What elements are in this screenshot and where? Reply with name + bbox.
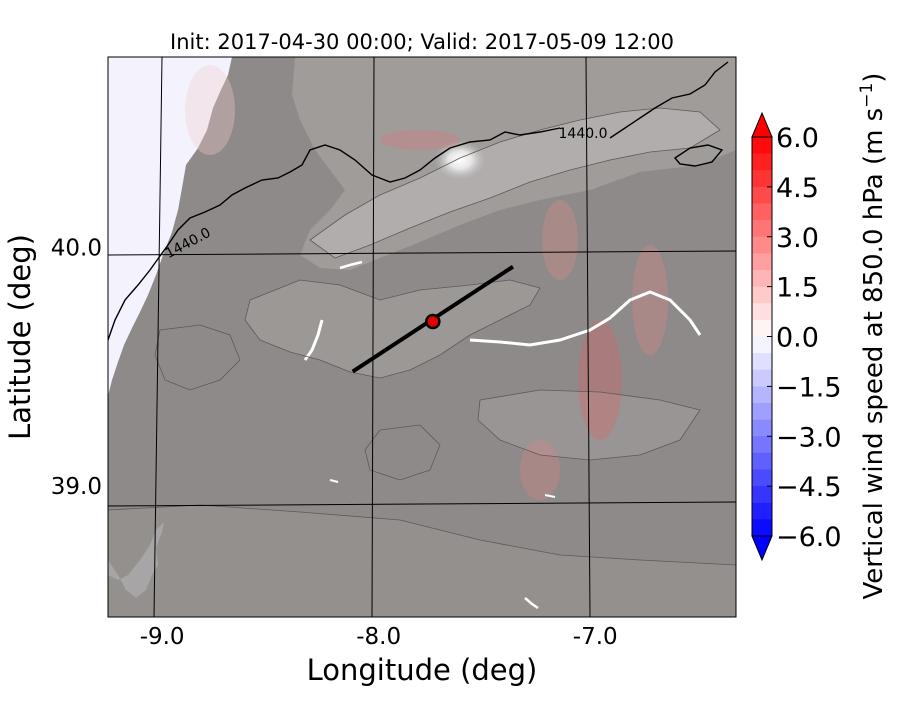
colorbar-extend-min [751, 535, 773, 562]
colorbar-tick-label: 4.5 [776, 173, 819, 204]
grid-line-lat-39 [108, 501, 736, 507]
y-tick-label: 40.0 [51, 236, 102, 262]
wind-patch [542, 200, 578, 280]
wind-patch [632, 245, 668, 355]
y-tick-label: 39.0 [51, 474, 102, 500]
colorbar-tick-label: −4.5 [776, 472, 842, 503]
grid-line-lon-minus8 [371, 57, 375, 617]
x-axis-label: Longitude (deg) [307, 653, 538, 687]
x-tick-label: -8.0 [356, 624, 401, 650]
colorbar-label-close: ) [859, 73, 889, 83]
colorbar-segment [752, 203, 772, 221]
height-contour-1440 [108, 127, 561, 341]
colorbar-tick-label: 3.0 [776, 223, 819, 254]
chart-title: Init: 2017-04-30 00:00; Valid: 2017-05-0… [170, 30, 674, 54]
colorbar-segment [752, 353, 772, 371]
x-tick-label: -9.0 [140, 624, 185, 650]
colorbar-segment [752, 253, 772, 271]
grid-line-lon-minus9 [153, 57, 163, 617]
colorbar-segment [752, 486, 772, 504]
y-axis-ticks: 39.0 40.0 [51, 236, 102, 500]
colorbar-segment [752, 519, 772, 537]
height-contour-1440 [609, 61, 729, 139]
valley-terrain [245, 280, 540, 378]
y-axis-label: Latitude (deg) [3, 234, 37, 440]
x-axis-ticks: -9.0 -8.0 -7.0 [140, 624, 618, 650]
colorbar-label: Vertical wind speed at 850.0 hPa (m s−1) [857, 73, 889, 600]
colorbar-segment [752, 452, 772, 470]
river [303, 319, 324, 361]
colorbar-segment [752, 386, 772, 404]
colorbar-tick-label: −6.0 [776, 522, 842, 553]
colorbar-tick-label: 6.0 [776, 123, 819, 154]
river [339, 260, 363, 270]
colorbar-label-text: Vertical wind speed at 850.0 hPa (m s [859, 108, 889, 600]
terrain-contour [244, 279, 541, 379]
wind-patch [185, 65, 235, 155]
colorbar-segment [752, 153, 772, 171]
terrain-contour [108, 504, 736, 566]
colorbar-tick-label: 1.5 [776, 273, 819, 304]
colorbar-tick-label: −3.0 [776, 422, 842, 453]
contour-label: 1440.0 [559, 126, 608, 142]
colorbar-segment [752, 170, 772, 188]
colorbar-segment [752, 502, 772, 520]
colorbar-segment [752, 319, 772, 337]
wind-patch [578, 320, 622, 440]
colorbar-segment [752, 220, 772, 238]
colorbar-ticks: 6.0 4.5 3.0 1.5 0.0 −1.5 −3.0 −4.5 −6.0 [767, 123, 842, 553]
southern-lowland [108, 505, 736, 617]
colorbar-extend-max [751, 111, 773, 138]
colorbar-segment [752, 270, 772, 288]
grid-line-lat-40 [108, 250, 736, 256]
height-contour-1440 [673, 144, 724, 167]
colorbar-segment [752, 436, 772, 454]
colorbar-tick-label: 0.0 [776, 323, 819, 354]
terrain-contour [309, 107, 721, 259]
colorbar-tick-label: −1.5 [776, 372, 842, 403]
highland-ridge [310, 108, 720, 258]
colorbar-segment [752, 369, 772, 387]
map-plot-area: 1440.0 1440.0 [108, 57, 736, 617]
colorbar-segment [752, 236, 772, 254]
ocean-area [108, 57, 232, 396]
colorbar-segment [752, 137, 772, 155]
terrain-contour [154, 324, 241, 391]
wind-patch [520, 440, 560, 500]
wind-patch [380, 130, 460, 150]
colorbar-segment [752, 336, 772, 354]
x-tick-label: -7.0 [573, 624, 618, 650]
colorbar-segment [752, 286, 772, 304]
colorbar-segment [752, 403, 772, 421]
terrain-contour [477, 389, 701, 461]
grid-line-lon-minus7 [585, 57, 591, 617]
colorbar [751, 111, 773, 562]
river [469, 290, 702, 347]
vertical-wind-patches [185, 65, 668, 500]
colorbar-segment [752, 419, 772, 437]
colorbar-segment [752, 469, 772, 487]
colorbar-label-superscript: −1 [857, 83, 877, 108]
plot-frame [107, 56, 737, 618]
river [329, 479, 339, 483]
river [544, 494, 556, 498]
terrain-contours [108, 107, 736, 566]
colorbar-segment [752, 186, 772, 204]
graticule [108, 57, 736, 617]
river [524, 597, 539, 610]
cross-section-marker [425, 313, 441, 330]
terrain-contour [364, 424, 441, 481]
colorbar-segment [752, 303, 772, 321]
